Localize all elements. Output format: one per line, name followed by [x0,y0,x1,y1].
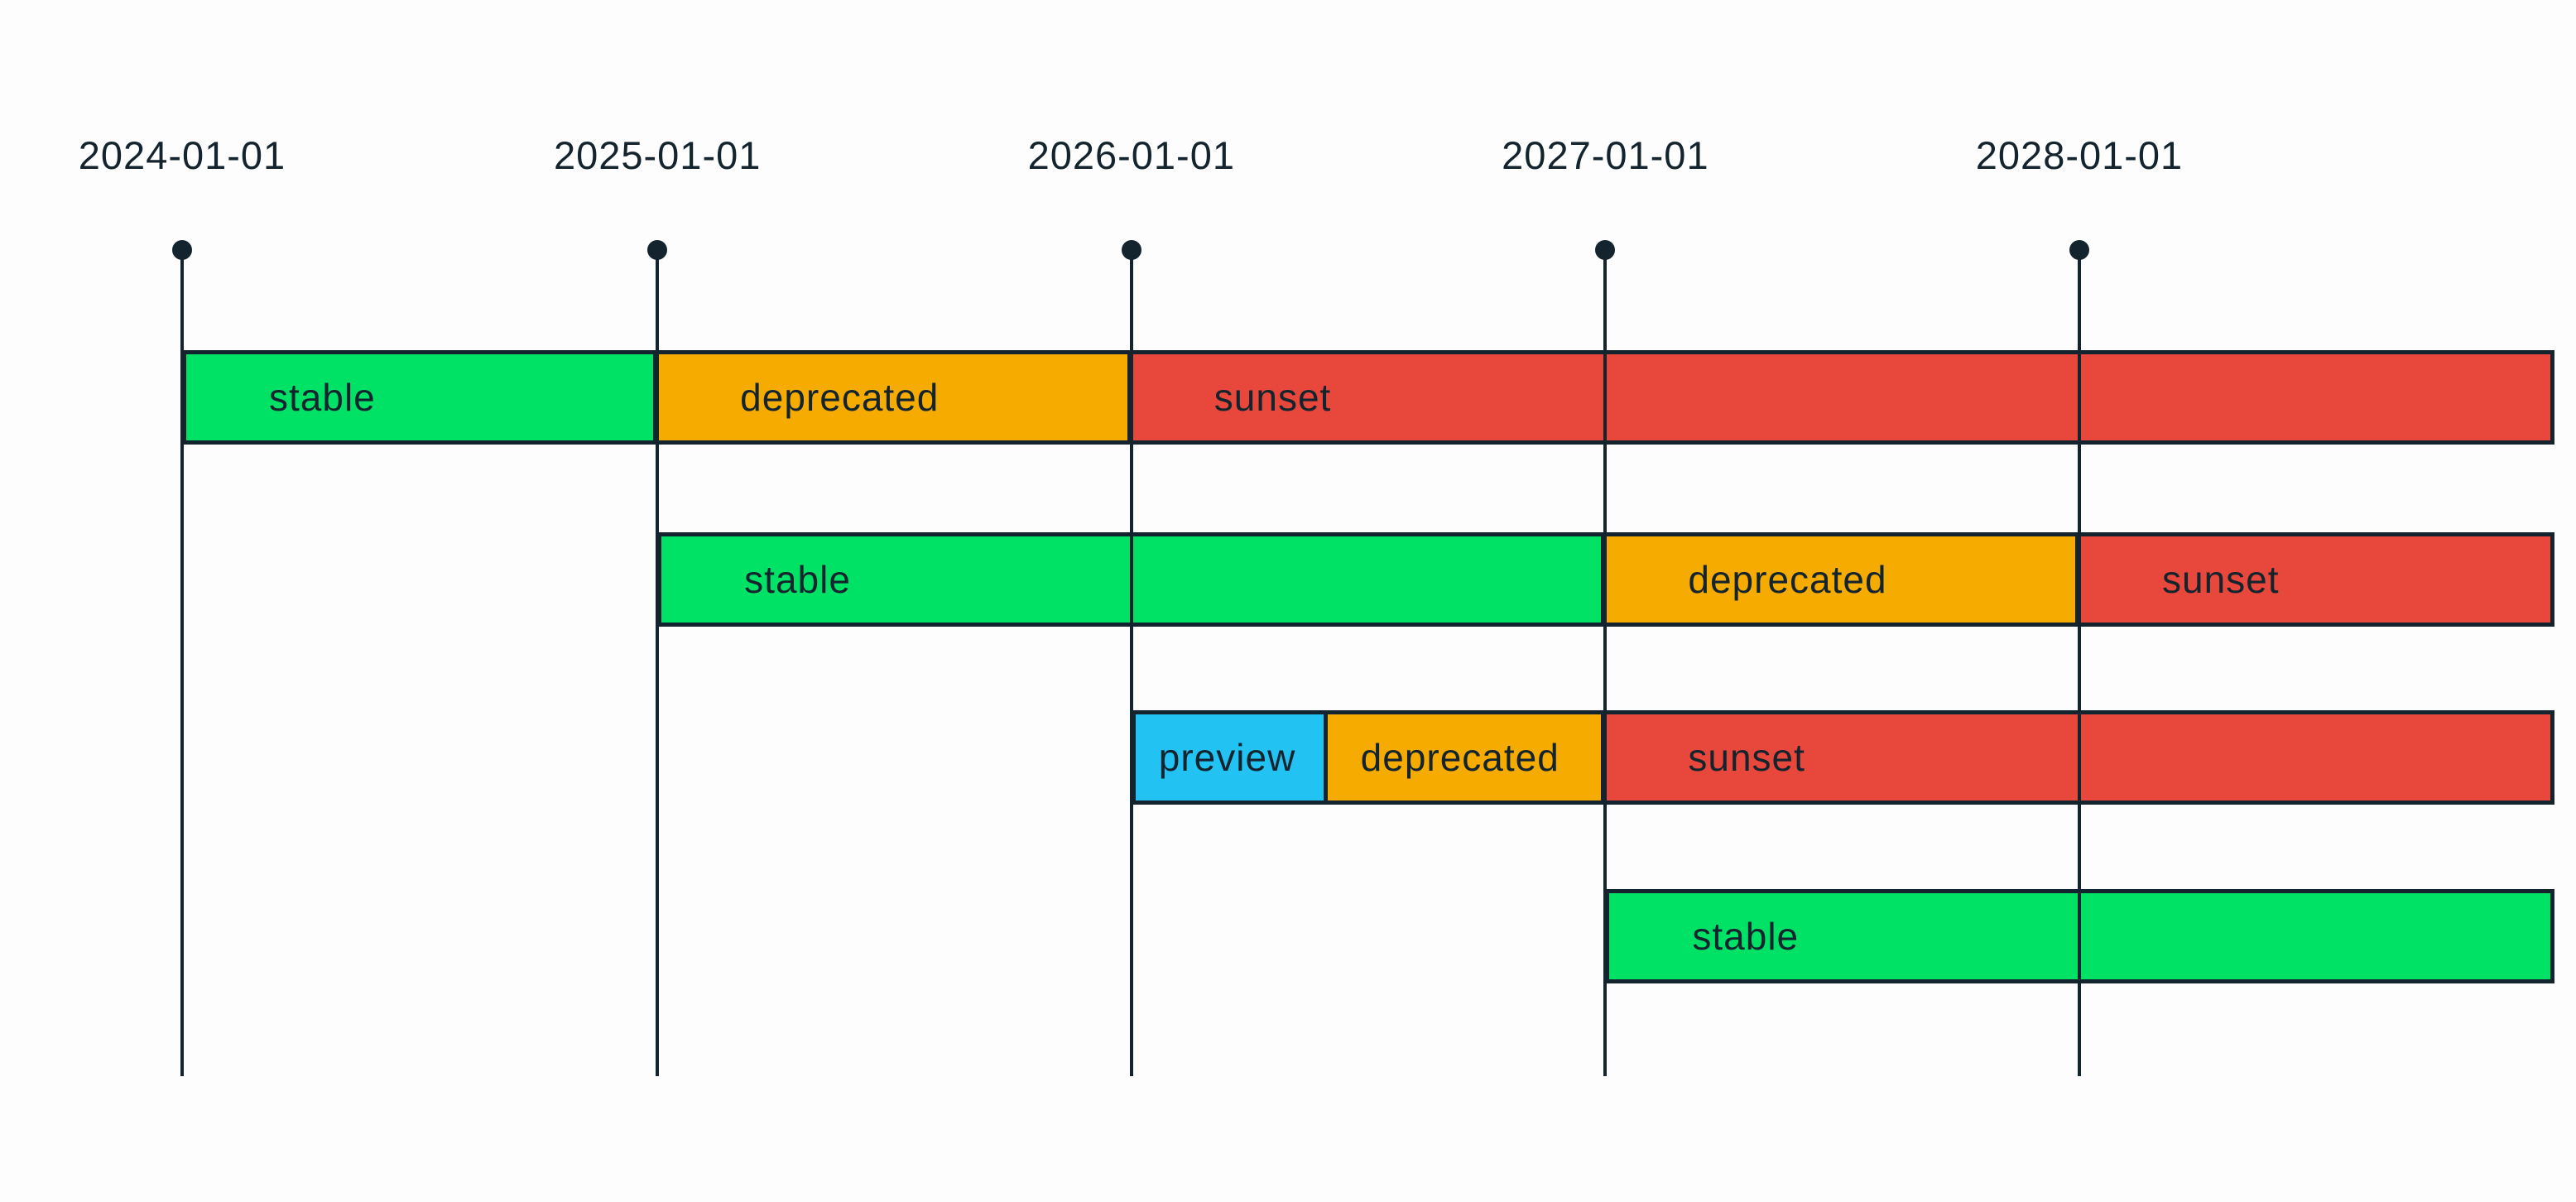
tick-gridline [180,250,184,1076]
segment-label: sunset [1688,736,1805,779]
segment-label: stable [744,558,851,601]
tick-dot-icon [1595,240,1616,260]
version-row-3: preview deprecated sunset [0,710,2576,805]
segment-label: preview [1158,736,1296,779]
segment-label: deprecated [1688,558,1887,601]
segment-sunset: sunset [1131,350,2555,445]
version-row-4: stable [0,889,2576,983]
segment-label: deprecated [740,376,940,419]
segment-label: stable [1692,915,1800,958]
version-row-1: stable deprecated sunset [0,350,2576,445]
segment-sunset: sunset [2079,532,2555,627]
tick-gridline [656,250,660,1076]
tick-dot-icon [172,240,192,260]
axis-tick-label: 2027-01-01 [1502,133,1709,177]
tick-gridline [1129,250,1133,1076]
axis-tick-label: 2024-01-01 [78,133,286,177]
segment-deprecated: deprecated [1605,532,2079,627]
segment-label: deprecated [1360,736,1560,779]
axis-tick-label: 2025-01-01 [553,133,762,177]
segment-label: sunset [1214,376,1332,419]
segment-stable: stable [182,350,658,445]
tick-dot-icon [647,240,668,260]
tick-gridline [1603,250,1608,1076]
segment-preview: preview [1131,710,1328,805]
axis-tick-label: 2026-01-01 [1027,133,1235,177]
tick-dot-icon [1121,240,1141,260]
tick-gridline [2078,250,2081,1076]
segment-deprecated: deprecated [657,350,1132,445]
segment-label: stable [269,376,376,419]
segment-label: sunset [2162,558,2280,601]
segment-deprecated: deprecated [1327,710,1606,805]
version-row-2: stable deprecated sunset [0,532,2576,627]
tick-dot-icon [2069,240,2089,260]
axis-tick-label: 2028-01-01 [1975,133,2184,177]
